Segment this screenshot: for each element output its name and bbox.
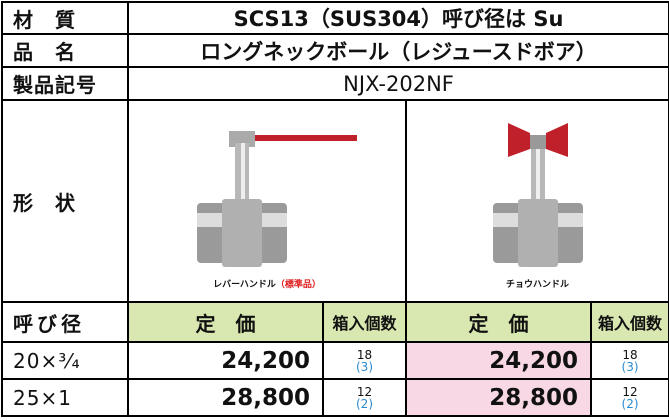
price: 24,200 bbox=[127, 341, 324, 380]
label: 材 質 bbox=[1, 1, 129, 35]
size: 20×³⁄₄ bbox=[1, 341, 129, 380]
price: 28,800 bbox=[127, 378, 324, 417]
caption: レバーハンドル（標準品） bbox=[129, 277, 405, 290]
table-body: 20×³⁄₄ 24,200 18 (3) 24,200 18 (3) 25×1 28,800 12… bbox=[1, 341, 669, 417]
row: 製品記号 NJX-202NF bbox=[1, 66, 669, 101]
header-row: 呼び径 定 価 箱入個数 定 価 箱入個数 bbox=[1, 301, 669, 343]
qty-number: 18 bbox=[622, 347, 638, 362]
row: 形 状 レバーハンドル（標準品） チョウハンドル bbox=[1, 99, 669, 303]
caption: チョウハンドル bbox=[506, 279, 570, 290]
row: 25×1 28,800 12 (2) 28,800 12 (2) bbox=[1, 378, 669, 417]
price: 24,200 bbox=[405, 341, 592, 380]
caption-text: レバーハンドル bbox=[213, 279, 276, 290]
value: NJX-202NF bbox=[126, 66, 669, 101]
lever-valve-image bbox=[197, 130, 357, 267]
row: 品 名 ロングネックボール（レジュースドボア） bbox=[1, 33, 669, 68]
butterfly-valve-image bbox=[492, 122, 583, 267]
header: 呼び径 bbox=[1, 301, 129, 343]
price: 28,800 bbox=[405, 378, 592, 417]
image-cell: チョウハンドル bbox=[404, 99, 669, 303]
label: 品 名 bbox=[1, 33, 129, 68]
quantity: 12 (2) bbox=[322, 378, 407, 417]
qty-box: (2) bbox=[356, 396, 373, 411]
qty-box: (2) bbox=[621, 396, 639, 411]
header: 箱入個数 bbox=[589, 301, 669, 343]
quantity: 12 (2) bbox=[589, 378, 669, 417]
image-cell: レバーハンドル（標準品） bbox=[127, 99, 407, 303]
label: 製品記号 bbox=[1, 66, 129, 101]
qty-box: (3) bbox=[356, 359, 373, 374]
value: ロングネックボール（レジュースドボア） bbox=[126, 33, 669, 68]
qty-box: (3) bbox=[621, 359, 639, 374]
header: 定 価 bbox=[405, 301, 592, 343]
value: SCS13（SUS304）呼び径は Su bbox=[126, 1, 669, 35]
label: 形 状 bbox=[1, 99, 129, 303]
quantity: 18 (3) bbox=[322, 341, 407, 380]
qty-number: 12 bbox=[622, 384, 638, 399]
header: 箱入個数 bbox=[322, 301, 407, 343]
header: 定 価 bbox=[127, 301, 324, 343]
size: 25×1 bbox=[1, 378, 129, 417]
quantity: 18 (3) bbox=[589, 341, 669, 380]
row: 材 質 SCS13（SUS304）呼び径は Su bbox=[1, 1, 669, 35]
qty-number: 12 bbox=[356, 384, 373, 399]
row: 20×³⁄₄ 24,200 18 (3) 24,200 18 (3) bbox=[1, 341, 669, 380]
qty-number: 18 bbox=[356, 347, 373, 362]
caption-note: （標準品） bbox=[275, 279, 321, 290]
